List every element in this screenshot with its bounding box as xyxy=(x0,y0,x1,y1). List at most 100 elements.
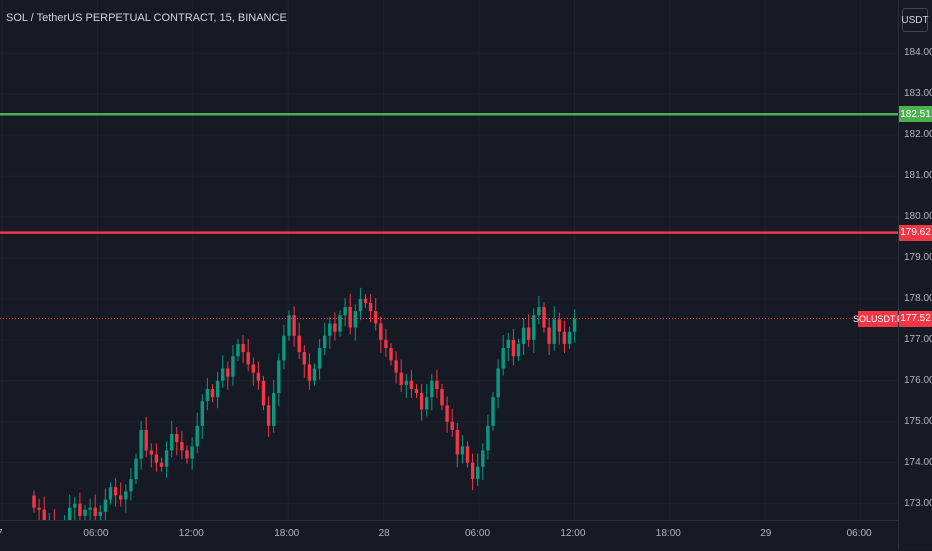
candle-body xyxy=(353,311,357,328)
candle-body xyxy=(139,429,143,459)
candle-body xyxy=(98,511,102,516)
candle-body xyxy=(246,352,250,365)
candle xyxy=(465,441,470,468)
candle-body xyxy=(470,462,475,480)
candle-body xyxy=(506,339,510,349)
candle xyxy=(572,309,577,343)
candle xyxy=(266,396,271,437)
candle-body xyxy=(175,434,179,443)
time-axis[interactable]: 7 06:00 12:00 18:00 28 06:00 12:00 18:00 29 06:00 xyxy=(0,520,898,551)
candle xyxy=(430,373,434,411)
candle-body xyxy=(297,335,301,353)
price-chart-plot[interactable] xyxy=(0,0,898,520)
price-axis[interactable]: USDT 184.00 183.00 182.00 181.00 180.00 179.0… xyxy=(898,0,932,550)
candle-body xyxy=(465,446,470,463)
candle xyxy=(389,343,393,366)
candle-body xyxy=(302,352,306,365)
candle xyxy=(547,318,551,355)
candle xyxy=(154,443,159,472)
candle-body xyxy=(511,339,516,357)
candle xyxy=(552,306,556,351)
candle xyxy=(221,355,225,388)
candle-body xyxy=(154,454,159,463)
candle-body xyxy=(567,331,572,344)
price-tick-label: 175.00 xyxy=(904,415,932,427)
candle-body xyxy=(119,495,123,500)
candle-body xyxy=(129,479,133,492)
candle xyxy=(292,306,296,347)
currency-button[interactable]: USDT xyxy=(901,8,929,32)
candle xyxy=(272,379,276,433)
candle xyxy=(261,375,266,411)
candle-body xyxy=(481,450,485,467)
candle-body xyxy=(368,302,373,312)
candle-body xyxy=(261,380,266,406)
candle xyxy=(170,420,174,458)
candle xyxy=(83,504,87,520)
candle-body xyxy=(221,368,225,381)
candle xyxy=(297,322,301,360)
candle xyxy=(501,334,505,376)
candle xyxy=(353,304,357,341)
candle-body xyxy=(37,507,41,510)
candle-body xyxy=(557,319,561,332)
candle xyxy=(149,443,153,468)
candle-body xyxy=(272,393,276,426)
candle-body xyxy=(374,311,378,324)
candle-body xyxy=(486,425,490,451)
candle xyxy=(215,371,220,409)
candle-body xyxy=(113,487,118,496)
candle-body xyxy=(379,323,383,340)
candle-body xyxy=(287,315,291,336)
candle xyxy=(190,437,194,470)
candle xyxy=(134,453,138,484)
candle-body xyxy=(399,372,403,385)
candle-body xyxy=(404,380,408,385)
candle-body xyxy=(348,307,352,328)
time-tick-label: 18:00 xyxy=(274,528,300,539)
candle-body xyxy=(195,425,199,447)
candle-body xyxy=(491,397,495,426)
candle-body xyxy=(445,405,449,422)
candle-body xyxy=(256,372,261,381)
candle xyxy=(409,369,414,398)
candle xyxy=(93,494,97,520)
price-tick-label: 176.00 xyxy=(904,374,932,386)
candle-body xyxy=(292,315,296,336)
last-price-badge: 177.52 xyxy=(899,310,932,327)
candle-body xyxy=(149,450,153,455)
candle xyxy=(328,316,332,349)
candle-body xyxy=(430,380,434,398)
time-tick-label: 18:00 xyxy=(655,528,681,539)
price-tick-label: 182.00 xyxy=(904,129,932,141)
candle xyxy=(542,302,546,333)
time-tick-label: 06:00 xyxy=(465,528,491,539)
candle-body xyxy=(205,388,210,402)
candle xyxy=(113,478,118,507)
candle xyxy=(53,508,55,520)
candle xyxy=(317,339,322,380)
candle xyxy=(399,359,403,392)
candle-body xyxy=(200,401,204,426)
candle xyxy=(119,482,123,507)
candle xyxy=(180,431,184,460)
candle-body xyxy=(251,364,255,373)
candle xyxy=(532,308,536,353)
candle xyxy=(338,310,342,337)
candle xyxy=(256,361,261,390)
candle xyxy=(175,427,179,456)
candle xyxy=(205,377,210,411)
candle xyxy=(164,441,169,478)
candle xyxy=(200,394,204,439)
candle-body xyxy=(496,368,500,398)
candle-body xyxy=(134,458,138,480)
price-tick-label: 183.00 xyxy=(904,88,932,100)
candle xyxy=(246,339,250,372)
candle xyxy=(68,494,72,520)
candle xyxy=(348,293,352,335)
candle xyxy=(445,396,449,433)
candle-body xyxy=(363,298,368,303)
candle-body xyxy=(328,323,332,336)
price-tick-label: 180.00 xyxy=(904,211,932,222)
candle-body xyxy=(78,503,82,516)
